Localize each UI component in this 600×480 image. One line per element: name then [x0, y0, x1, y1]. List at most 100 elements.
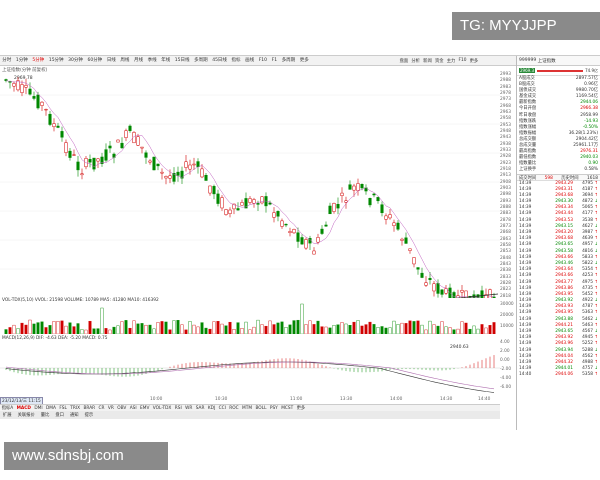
toolbar-item[interactable]: 画线: [245, 57, 255, 63]
candle-body: [460, 290, 464, 293]
tick-row[interactable]: 14:39 2944.01 4757 ↓: [517, 366, 600, 372]
indicator-tab[interactable]: DMI: [34, 405, 43, 411]
tick-row[interactable]: 14:39 2943.66 5833 ↑: [517, 255, 600, 261]
tick-row[interactable]: 14:40 2944.06 5358 ↑: [517, 372, 600, 378]
tick-row[interactable]: 14:39 2943.46 5822 ↓: [517, 261, 600, 267]
tick-row[interactable]: 14:39 2944.04 4562 ↑: [517, 354, 600, 360]
tick-row[interactable]: 14:39 2943.31 4187 ↑: [517, 187, 600, 193]
toolbar-item[interactable]: F10: [258, 57, 268, 63]
tick-row[interactable]: 14:39 2943.65 4957 ↓: [517, 242, 600, 248]
toolbar-item[interactable]: 月线: [134, 57, 143, 63]
bottom-bar-item[interactable]: 扩展: [3, 413, 12, 418]
tick-time: 14:39: [519, 329, 532, 334]
indicator-tab[interactable]: FSL: [59, 405, 67, 411]
indicator-tab[interactable]: CR: [98, 405, 105, 411]
tick-row[interactable]: 14:39 2943.68 4639 ↑: [517, 236, 600, 242]
volume-bar: [20, 322, 24, 334]
right-toolbar-item[interactable]: 主力: [446, 58, 456, 64]
volume-bar: [488, 325, 492, 334]
indicator-tab[interactable]: MTM: [242, 405, 253, 411]
ticks-list[interactable]: 14:39 2943.29 4795 ↑ 14:39 2943.31 4187 ↑ 14:39 2…: [517, 181, 600, 379]
candle-body: [224, 209, 228, 215]
bottom-bar-item[interactable]: 通知: [69, 413, 79, 418]
tick-row[interactable]: 14:39 2943.30 4872 ↓: [517, 199, 600, 205]
toolbar-item[interactable]: 日线: [106, 57, 116, 63]
tick-row[interactable]: 14:39 2943.65 4567 ↓: [517, 329, 600, 335]
indicator-tab[interactable]: EMV: [140, 405, 150, 411]
tick-row[interactable]: 14:39 2943.93 4787 ↑: [517, 304, 600, 310]
indicator-tab[interactable]: WR: [185, 405, 193, 411]
toolbar-item[interactable]: 5分钟: [32, 57, 45, 63]
tick-row[interactable]: 14:39 2944.21 5463 ↑: [517, 323, 600, 329]
indicator-tab[interactable]: BOLL: [255, 405, 267, 411]
indicator-tab[interactable]: TRIX: [70, 405, 81, 411]
right-toolbar-item[interactable]: 资金: [434, 58, 444, 64]
right-toolbar-item[interactable]: 分析: [411, 58, 420, 64]
tick-row[interactable]: 14:39 2943.94 5288 ↓: [517, 348, 600, 354]
tick-row[interactable]: 14:39 2943.20 3987 ↑: [517, 230, 600, 236]
indicator-tab[interactable]: CCI: [218, 405, 226, 411]
indicator-tab[interactable]: VR: [107, 405, 114, 411]
price-chart[interactable]: [0, 66, 500, 298]
toolbar-item[interactable]: 15日线: [174, 57, 190, 63]
bottom-bar-item[interactable]: 盘口: [55, 413, 64, 418]
toolbar-item[interactable]: 15分钟: [48, 57, 64, 63]
indicator-tab[interactable]: MCST: [281, 405, 294, 411]
toolbar-item[interactable]: 季线: [147, 57, 157, 63]
tick-row[interactable]: 14:39 2943.92 4945 ↑: [517, 335, 600, 341]
indicator-tab[interactable]: RSI: [174, 405, 182, 411]
right-toolbar-item[interactable]: 更多: [469, 58, 479, 64]
indicator-tab[interactable]: 指标A: [1, 406, 14, 411]
tick-row[interactable]: 14:39 2943.68 3694 ↑: [517, 193, 600, 199]
macd-chart[interactable]: [0, 340, 500, 396]
tick-row[interactable]: 14:39 2943.34 5065 ↑: [517, 205, 600, 211]
tick-row[interactable]: 14:39 2943.15 4627 ↓: [517, 224, 600, 230]
right-toolbar-item[interactable]: 新闻: [423, 58, 432, 64]
indicator-tab[interactable]: BRAR: [83, 405, 96, 411]
indicator-tab[interactable]: ASI: [129, 405, 137, 411]
tick-row[interactable]: 14:39 2943.92 4922 ↓: [517, 298, 600, 304]
tick-row[interactable]: 14:39 2943.95 5452 ↑: [517, 292, 600, 298]
indicator-tab[interactable]: PSY: [269, 405, 278, 411]
toolbar-item[interactable]: 年线: [161, 57, 171, 63]
indicator-tab[interactable]: MACD: [16, 405, 31, 411]
tick-row[interactable]: 14:39 2943.88 5462 ↓: [517, 317, 600, 323]
toolbar-item[interactable]: 周线: [120, 57, 130, 63]
tick-row[interactable]: 14:39 2943.64 5354 ↑: [517, 267, 600, 273]
volume-chart[interactable]: [0, 302, 500, 334]
toolbar-item[interactable]: 更多: [299, 57, 309, 63]
tick-row[interactable]: 14:39 2943.86 4735 ↑: [517, 286, 600, 292]
indicator-tab[interactable]: OBV: [117, 405, 127, 411]
toolbar-item[interactable]: 多周期: [194, 57, 208, 63]
right-toolbar-item[interactable]: F10: [458, 58, 467, 63]
bottom-bar-item[interactable]: 量比: [40, 413, 50, 418]
toolbar-item[interactable]: 多周期: [281, 57, 296, 63]
toolbar-item[interactable]: 60分钟: [87, 57, 103, 63]
tick-row[interactable]: 14:39 2944.32 4988 ↑: [517, 360, 600, 366]
bottom-bar-item[interactable]: 提示: [84, 413, 94, 418]
toolbar-item[interactable]: 30分钟: [68, 57, 83, 63]
tick-row[interactable]: 14:39 2943.44 4177 ↑: [517, 211, 600, 217]
tick-volume: 4975: [582, 279, 593, 285]
tick-row[interactable]: 14:39 2943.77 4975 ↑: [517, 280, 600, 286]
indicator-tab[interactable]: DMA: [45, 405, 56, 411]
toolbar-item[interactable]: F1: [271, 57, 278, 63]
indicator-tab[interactable]: KDJ: [207, 405, 216, 411]
toolbar-item[interactable]: 45日线: [212, 57, 227, 63]
tick-row[interactable]: 14:39 2943.66 4253 ↑: [517, 273, 600, 279]
tick-row[interactable]: 14:39 2943.95 5363 ↑: [517, 310, 600, 316]
ticks-header: 成交时间 598 历史时间 1618: [517, 173, 600, 181]
toolbar-item[interactable]: 1分钟: [15, 57, 28, 63]
indicator-tab[interactable]: VOL-TDX: [152, 405, 172, 411]
bottom-bar-item[interactable]: 关联报价: [17, 413, 35, 418]
tick-row[interactable]: 14:39 2943.58 4816 ↓: [517, 249, 600, 255]
tick-row[interactable]: 14:39 2943.96 5252 ↑: [517, 341, 600, 347]
tick-row[interactable]: 14:39 2943.29 4795 ↑: [517, 181, 600, 187]
right-toolbar-item[interactable]: 盘面: [399, 58, 409, 64]
indicator-tab[interactable]: 更多: [296, 406, 306, 411]
indicator-tab[interactable]: ROC: [229, 405, 239, 411]
indicator-tab[interactable]: SAR: [195, 405, 205, 411]
tick-row[interactable]: 14:39 2943.53 3538 ↑: [517, 218, 600, 224]
toolbar-item[interactable]: 分时: [2, 57, 12, 63]
toolbar-item[interactable]: 指标: [231, 57, 241, 63]
